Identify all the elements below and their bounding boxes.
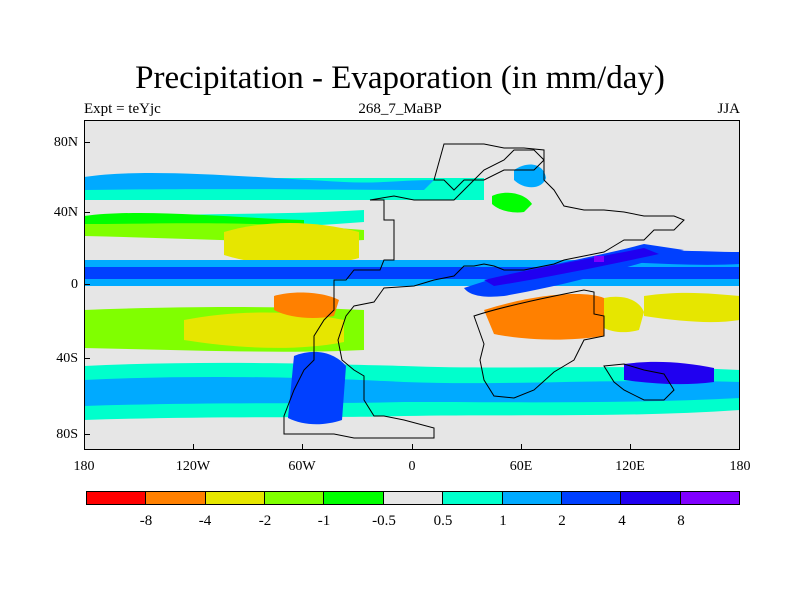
south-continent-outline [473,289,605,399]
north-storm-track [84,172,434,190]
lat-tick-eq [84,284,90,285]
period-label: 268_7_MaBP [358,101,442,117]
map-plot-area [84,120,740,450]
south-pacific-dry [644,292,740,323]
lat-label-80n: 80N [53,135,78,150]
colorbar-label: 2 [558,513,566,529]
north-continent-wet [514,164,546,188]
south-extreme-dry [274,292,339,318]
colorbar-label: -8 [139,513,153,529]
colorbar-swatch [87,492,147,504]
lat-label-40n: 40N [53,205,78,220]
colorbar-label: -2 [258,513,272,529]
colorbar-swatch [146,492,206,504]
map-title: Precipitation - Evaporation (in mm/day) [135,60,665,96]
south-dry-core [184,312,344,348]
lat-label-80s: 80S [56,427,78,442]
lat-tick-40s [84,358,90,359]
colorbar-label: 4 [618,513,626,529]
colorbar-label: -0.5 [372,513,396,529]
colorbar-swatch [205,492,266,504]
colorbar-swatch [680,492,739,504]
colorbar-label: 1 [499,513,507,529]
lon-tick-60e [521,444,522,450]
south-mountain-wet [288,351,346,425]
south-storm-track [84,376,740,406]
main-continent-outline [283,149,685,439]
colorbar-swatch [621,492,681,504]
tethys-wet-core [484,248,659,286]
lon-tick-120e [630,444,631,450]
continent-dry-edge [604,296,644,333]
lon-label-120e: 120E [615,459,645,474]
lon-tick-60w [302,444,303,450]
lat-tick-40n [84,212,90,213]
lat-tick-80n [84,142,90,143]
colorbar-swatch [383,492,444,504]
equatorial-core [84,267,740,279]
lon-label-120w: 120W [175,459,211,474]
lon-tick-0 [412,444,413,450]
lon-label-0: 0 [408,459,416,474]
experiment-label: Expt = teYjc [84,101,161,117]
lat-label-eq: 0 [71,277,78,292]
lon-label-180e: 180 [729,459,751,474]
south-east-island-outline [603,363,675,401]
colorbar-swatch [265,492,325,504]
colorbar-label: -1 [317,513,331,529]
colorbar [86,491,740,505]
precip-evap-field [84,143,740,439]
lon-label-60w: 60W [288,459,316,474]
season-label: JJA [717,101,740,117]
lon-label-60e: 60E [509,459,533,474]
colorbar-label: 8 [677,513,685,529]
north-continent-patch [492,192,532,213]
coastlines [283,143,685,439]
colorbar-label: -4 [198,513,212,529]
north-dry-core [224,223,359,266]
colorbar-swatch [561,492,622,504]
lat-tick-80s [84,434,90,435]
south-east-wet [624,361,714,385]
lon-label-180w: 180 [73,459,95,474]
colorbar-swatch [502,492,562,504]
lon-tick-120w [193,444,194,450]
north-landmass-outline [433,143,545,191]
colorbar-swatch [324,492,384,504]
lat-label-40s: 40S [56,351,78,366]
colorbar-swatch [443,492,503,504]
colorbar-label: 0.5 [433,513,453,529]
wet-max-spot [594,256,604,262]
continent-dry-zone [484,294,604,340]
